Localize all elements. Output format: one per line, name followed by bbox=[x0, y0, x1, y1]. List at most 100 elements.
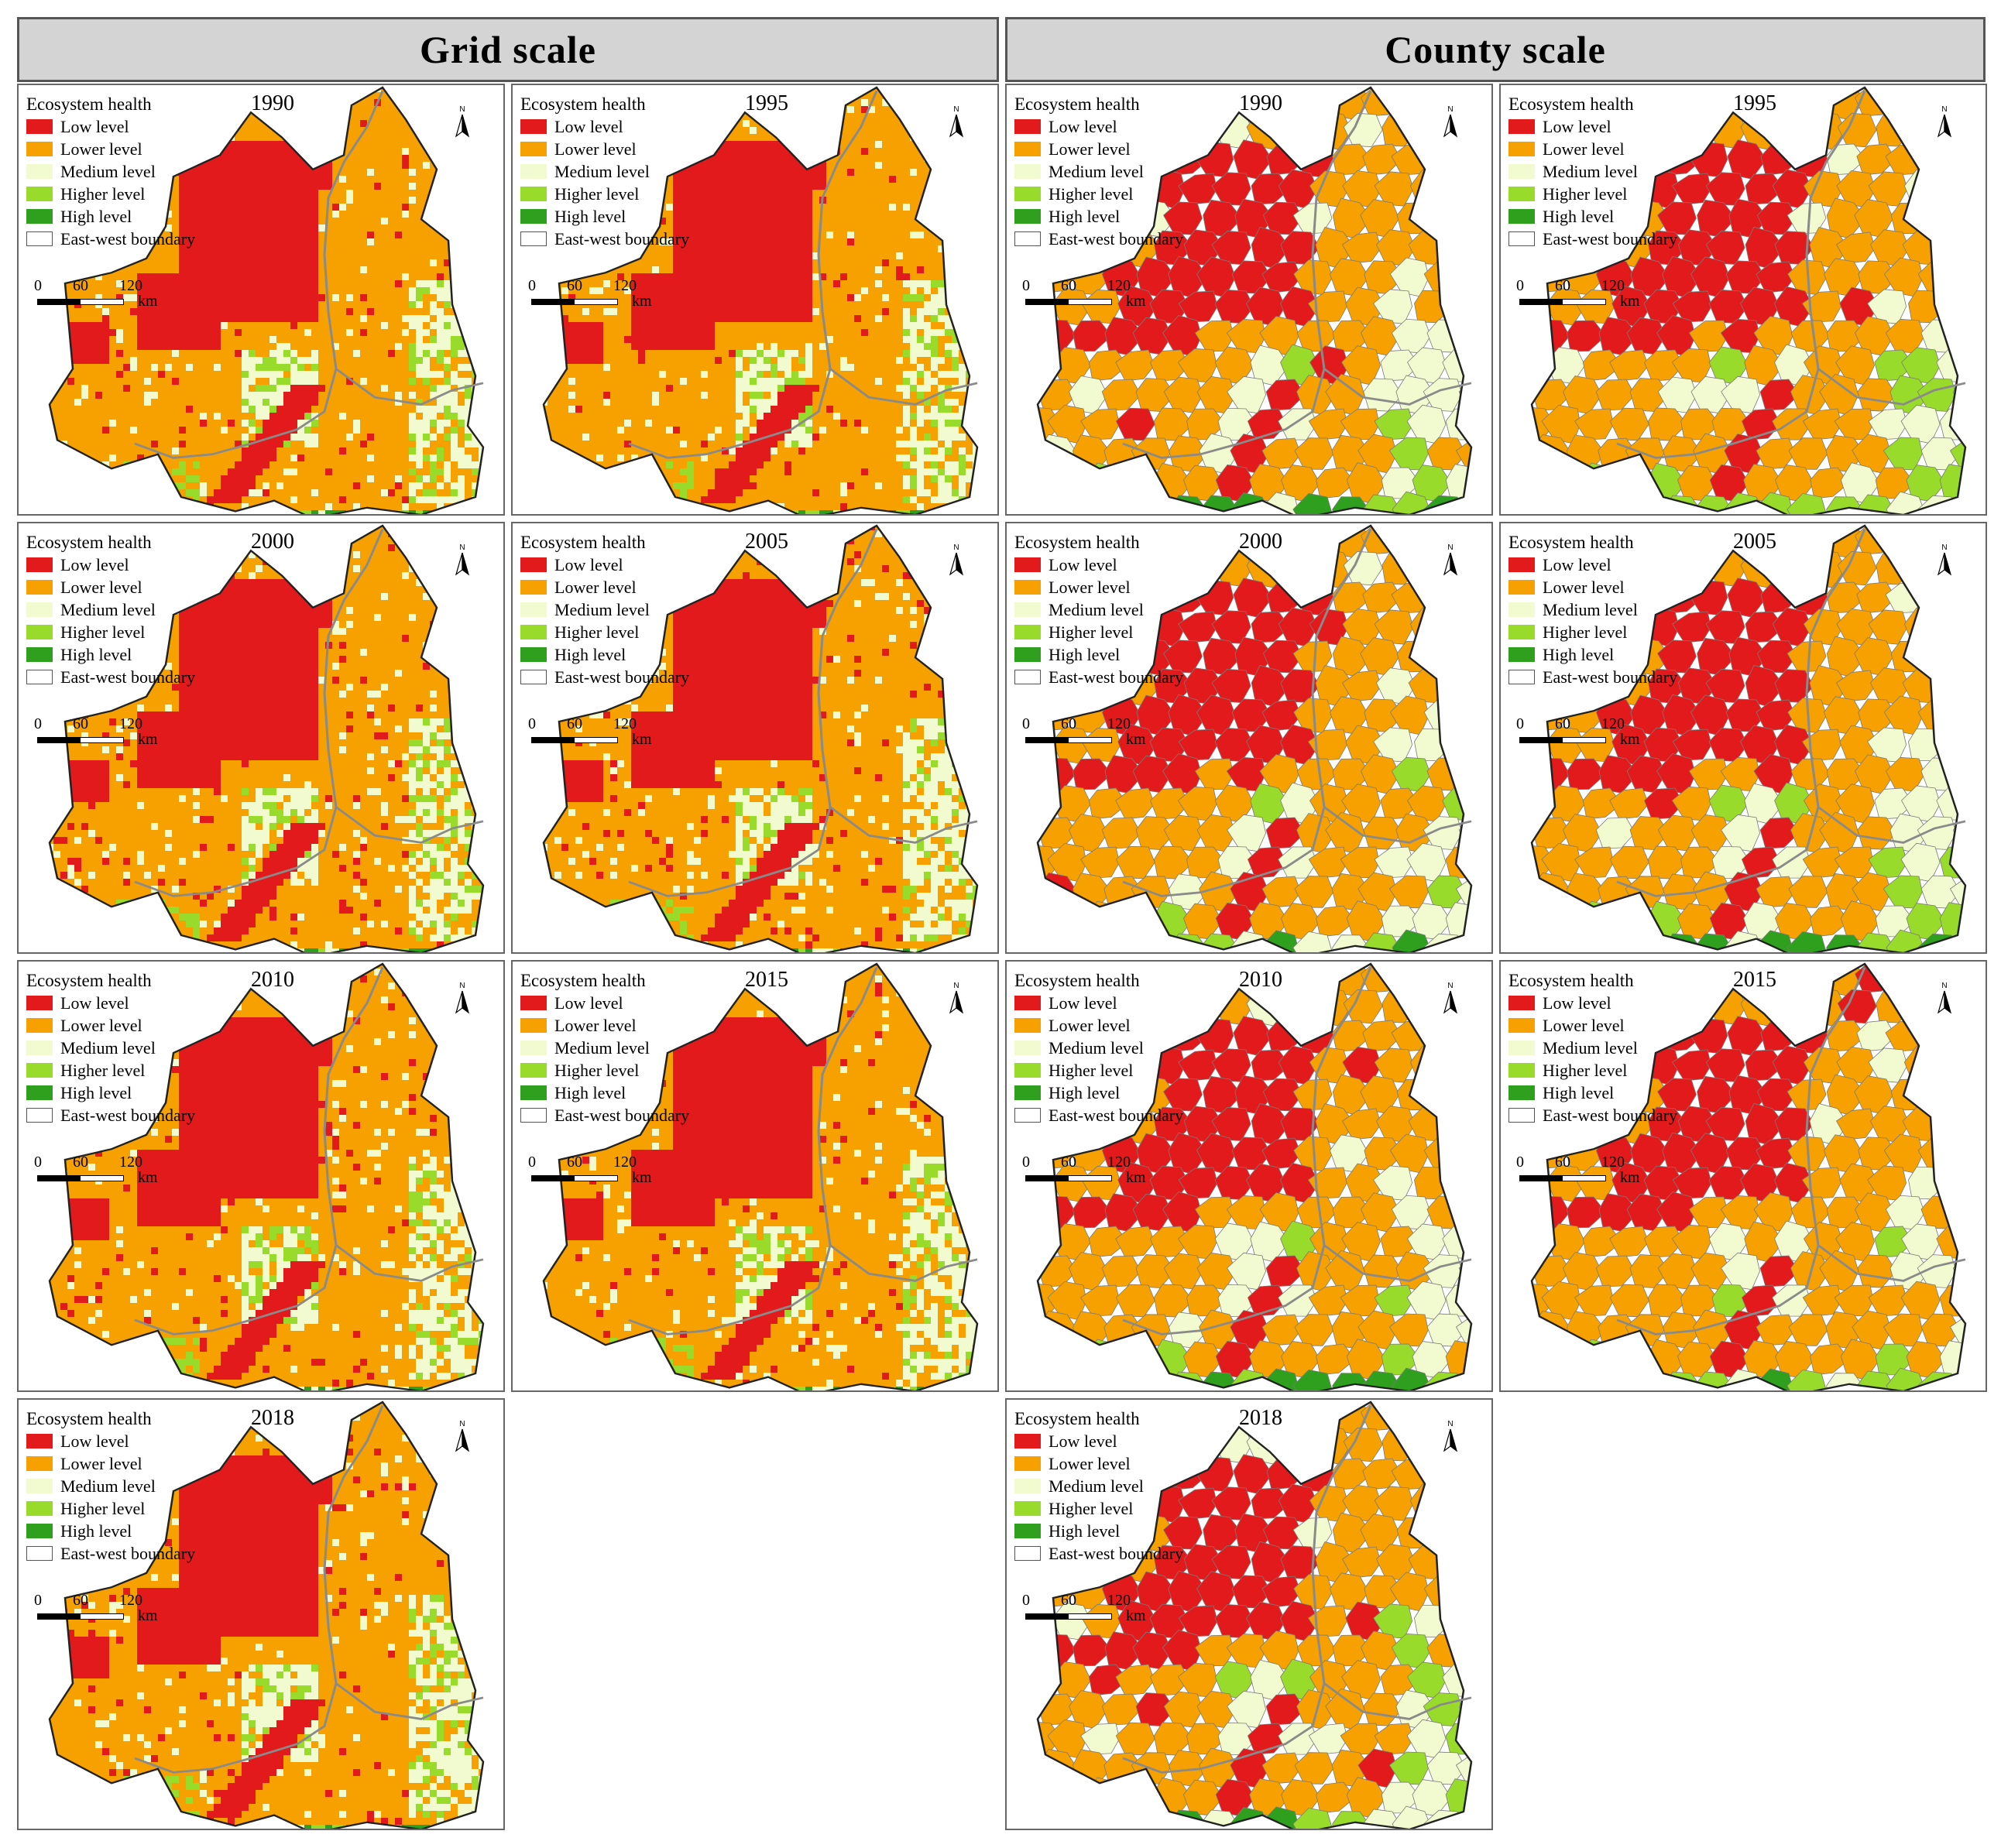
ecosystem-health-map bbox=[48, 524, 485, 952]
map-year: 1995 bbox=[1733, 91, 1776, 116]
county-map-panel-1995: Ecosystem health Low level Lower level Medi… bbox=[1499, 84, 1987, 516]
legend-swatch bbox=[1014, 557, 1041, 572]
legend-item: Medium level bbox=[26, 598, 195, 621]
legend-label: Lower level bbox=[1543, 138, 1625, 160]
legend-title: Ecosystem health bbox=[26, 93, 195, 115]
legend-swatch bbox=[1508, 557, 1535, 572]
scale-bar-unit: km bbox=[138, 1607, 158, 1625]
grid-map-panel-2010: Ecosystem health Low level Lower level Medi… bbox=[17, 960, 505, 1392]
legend-item: Low level bbox=[1014, 992, 1183, 1014]
legend-label: Lower level bbox=[1543, 1014, 1625, 1037]
legend-label: Higher level bbox=[1543, 1059, 1627, 1082]
legend-swatch bbox=[26, 1085, 53, 1100]
legend-item: Medium level bbox=[1508, 160, 1677, 183]
legend-swatch bbox=[26, 647, 53, 662]
legend-item: High level bbox=[520, 205, 689, 228]
north-label: N bbox=[1447, 105, 1453, 114]
legend-swatch bbox=[1014, 602, 1041, 617]
legend-swatch bbox=[1508, 1018, 1535, 1033]
scale-bar-n2: 120 bbox=[1601, 277, 1625, 295]
scale-bar-graphic bbox=[531, 299, 618, 305]
ecosystem-health-map bbox=[1530, 86, 1967, 514]
legend-swatch bbox=[520, 142, 547, 156]
legend-label: Higher level bbox=[1049, 183, 1133, 205]
east-west-boundary-line bbox=[134, 1405, 384, 1774]
north-arrow-icon: N bbox=[455, 543, 470, 576]
scale-bar-unit: km bbox=[632, 293, 652, 310]
north-arrow-icon: N bbox=[1443, 1420, 1458, 1452]
legend-item: High level bbox=[1014, 1082, 1183, 1104]
legend-label: Lower level bbox=[60, 138, 142, 160]
legend-label: Higher level bbox=[1543, 183, 1627, 205]
legend-item: Medium level bbox=[26, 160, 195, 183]
map-year: 1990 bbox=[251, 91, 294, 116]
scale-bar-graphic bbox=[37, 299, 124, 305]
legend-label: Low level bbox=[554, 115, 623, 138]
map-year: 2015 bbox=[1733, 968, 1776, 993]
legend-label: Low level bbox=[60, 1430, 129, 1452]
legend-swatch bbox=[26, 1524, 53, 1538]
legend-label: Medium level bbox=[1049, 598, 1144, 621]
scale-bar-n0: 0 bbox=[1022, 1592, 1030, 1610]
legend-item: Medium level bbox=[1508, 598, 1677, 621]
legend-swatch bbox=[1014, 1524, 1041, 1538]
map-year: 2018 bbox=[1239, 1406, 1282, 1431]
legend-label: Medium level bbox=[554, 160, 650, 183]
scale-bar-unit: km bbox=[1126, 1169, 1146, 1187]
legend-swatch bbox=[1014, 1108, 1041, 1123]
legend-swatch bbox=[1508, 187, 1535, 201]
scale-bar-unit: km bbox=[1620, 1169, 1640, 1187]
legend-swatch bbox=[520, 557, 547, 572]
legend-label: Higher level bbox=[60, 183, 145, 205]
legend-swatch bbox=[26, 1018, 53, 1033]
legend-title: Ecosystem health bbox=[1014, 531, 1183, 554]
scale-bar-n1: 60 bbox=[1061, 277, 1076, 295]
legend-swatch bbox=[520, 670, 547, 684]
ecosystem-health-map bbox=[542, 962, 979, 1390]
north-arrow-icon: N bbox=[1443, 543, 1458, 576]
legend-label: Medium level bbox=[554, 1037, 650, 1059]
county-map-panel-2010: Ecosystem health Low level Lower level Medi… bbox=[1005, 960, 1493, 1392]
legend-item: East-west boundary bbox=[1014, 228, 1183, 250]
scale-bar-unit: km bbox=[1620, 293, 1640, 310]
scale-bar-n1: 60 bbox=[1061, 1592, 1076, 1610]
legend-item: Lower level bbox=[26, 576, 195, 598]
north-label: N bbox=[953, 105, 959, 114]
scale-bar-n2: 120 bbox=[613, 277, 637, 295]
legend-swatch bbox=[26, 164, 53, 179]
grid-map-panel-2015: Ecosystem health Low level Lower level Medi… bbox=[511, 960, 999, 1392]
scale-bar: 0 60 120 km bbox=[1516, 277, 1702, 324]
north-label: N bbox=[1941, 543, 1947, 552]
scale-bar-n0: 0 bbox=[34, 1154, 42, 1171]
north-arrow-icon: N bbox=[1937, 543, 1952, 576]
legend-item: Low level bbox=[520, 554, 689, 576]
legend-label: East-west boundary bbox=[1049, 666, 1183, 688]
legend-label: Medium level bbox=[554, 598, 650, 621]
legend-swatch bbox=[520, 602, 547, 617]
north-arrow-icon: N bbox=[1443, 105, 1458, 138]
legend-label: Higher level bbox=[60, 1497, 145, 1520]
map-year: 2000 bbox=[1239, 530, 1282, 554]
legend-label: Higher level bbox=[554, 621, 639, 643]
legend-label: Medium level bbox=[1049, 1037, 1144, 1059]
legend: Ecosystem health Low level Lower level Medi… bbox=[1014, 1407, 1183, 1565]
legend: Ecosystem health Low level Lower level Medi… bbox=[1508, 531, 1677, 688]
legend-label: Higher level bbox=[1049, 1497, 1133, 1520]
legend-label: Low level bbox=[554, 992, 623, 1014]
scale-bar-n2: 120 bbox=[1107, 1154, 1131, 1171]
legend-item: Lower level bbox=[1508, 576, 1677, 598]
legend-swatch bbox=[26, 1479, 53, 1493]
legend-item: East-west boundary bbox=[520, 1104, 689, 1126]
legend-title: Ecosystem health bbox=[26, 1407, 195, 1430]
legend-swatch bbox=[26, 1063, 53, 1078]
legend-label: Medium level bbox=[1543, 598, 1638, 621]
scale-bar-n0: 0 bbox=[1516, 715, 1524, 733]
scale-bar: 0 60 120 km bbox=[34, 1592, 220, 1638]
scale-bar-n1: 60 bbox=[73, 277, 88, 295]
legend-label: East-west boundary bbox=[554, 666, 689, 688]
legend-label: High level bbox=[1049, 1520, 1120, 1542]
legend-label: Higher level bbox=[60, 1059, 145, 1082]
legend-label: Lower level bbox=[1049, 138, 1131, 160]
scale-bar-n2: 120 bbox=[119, 277, 142, 295]
legend-swatch bbox=[1014, 1018, 1041, 1033]
